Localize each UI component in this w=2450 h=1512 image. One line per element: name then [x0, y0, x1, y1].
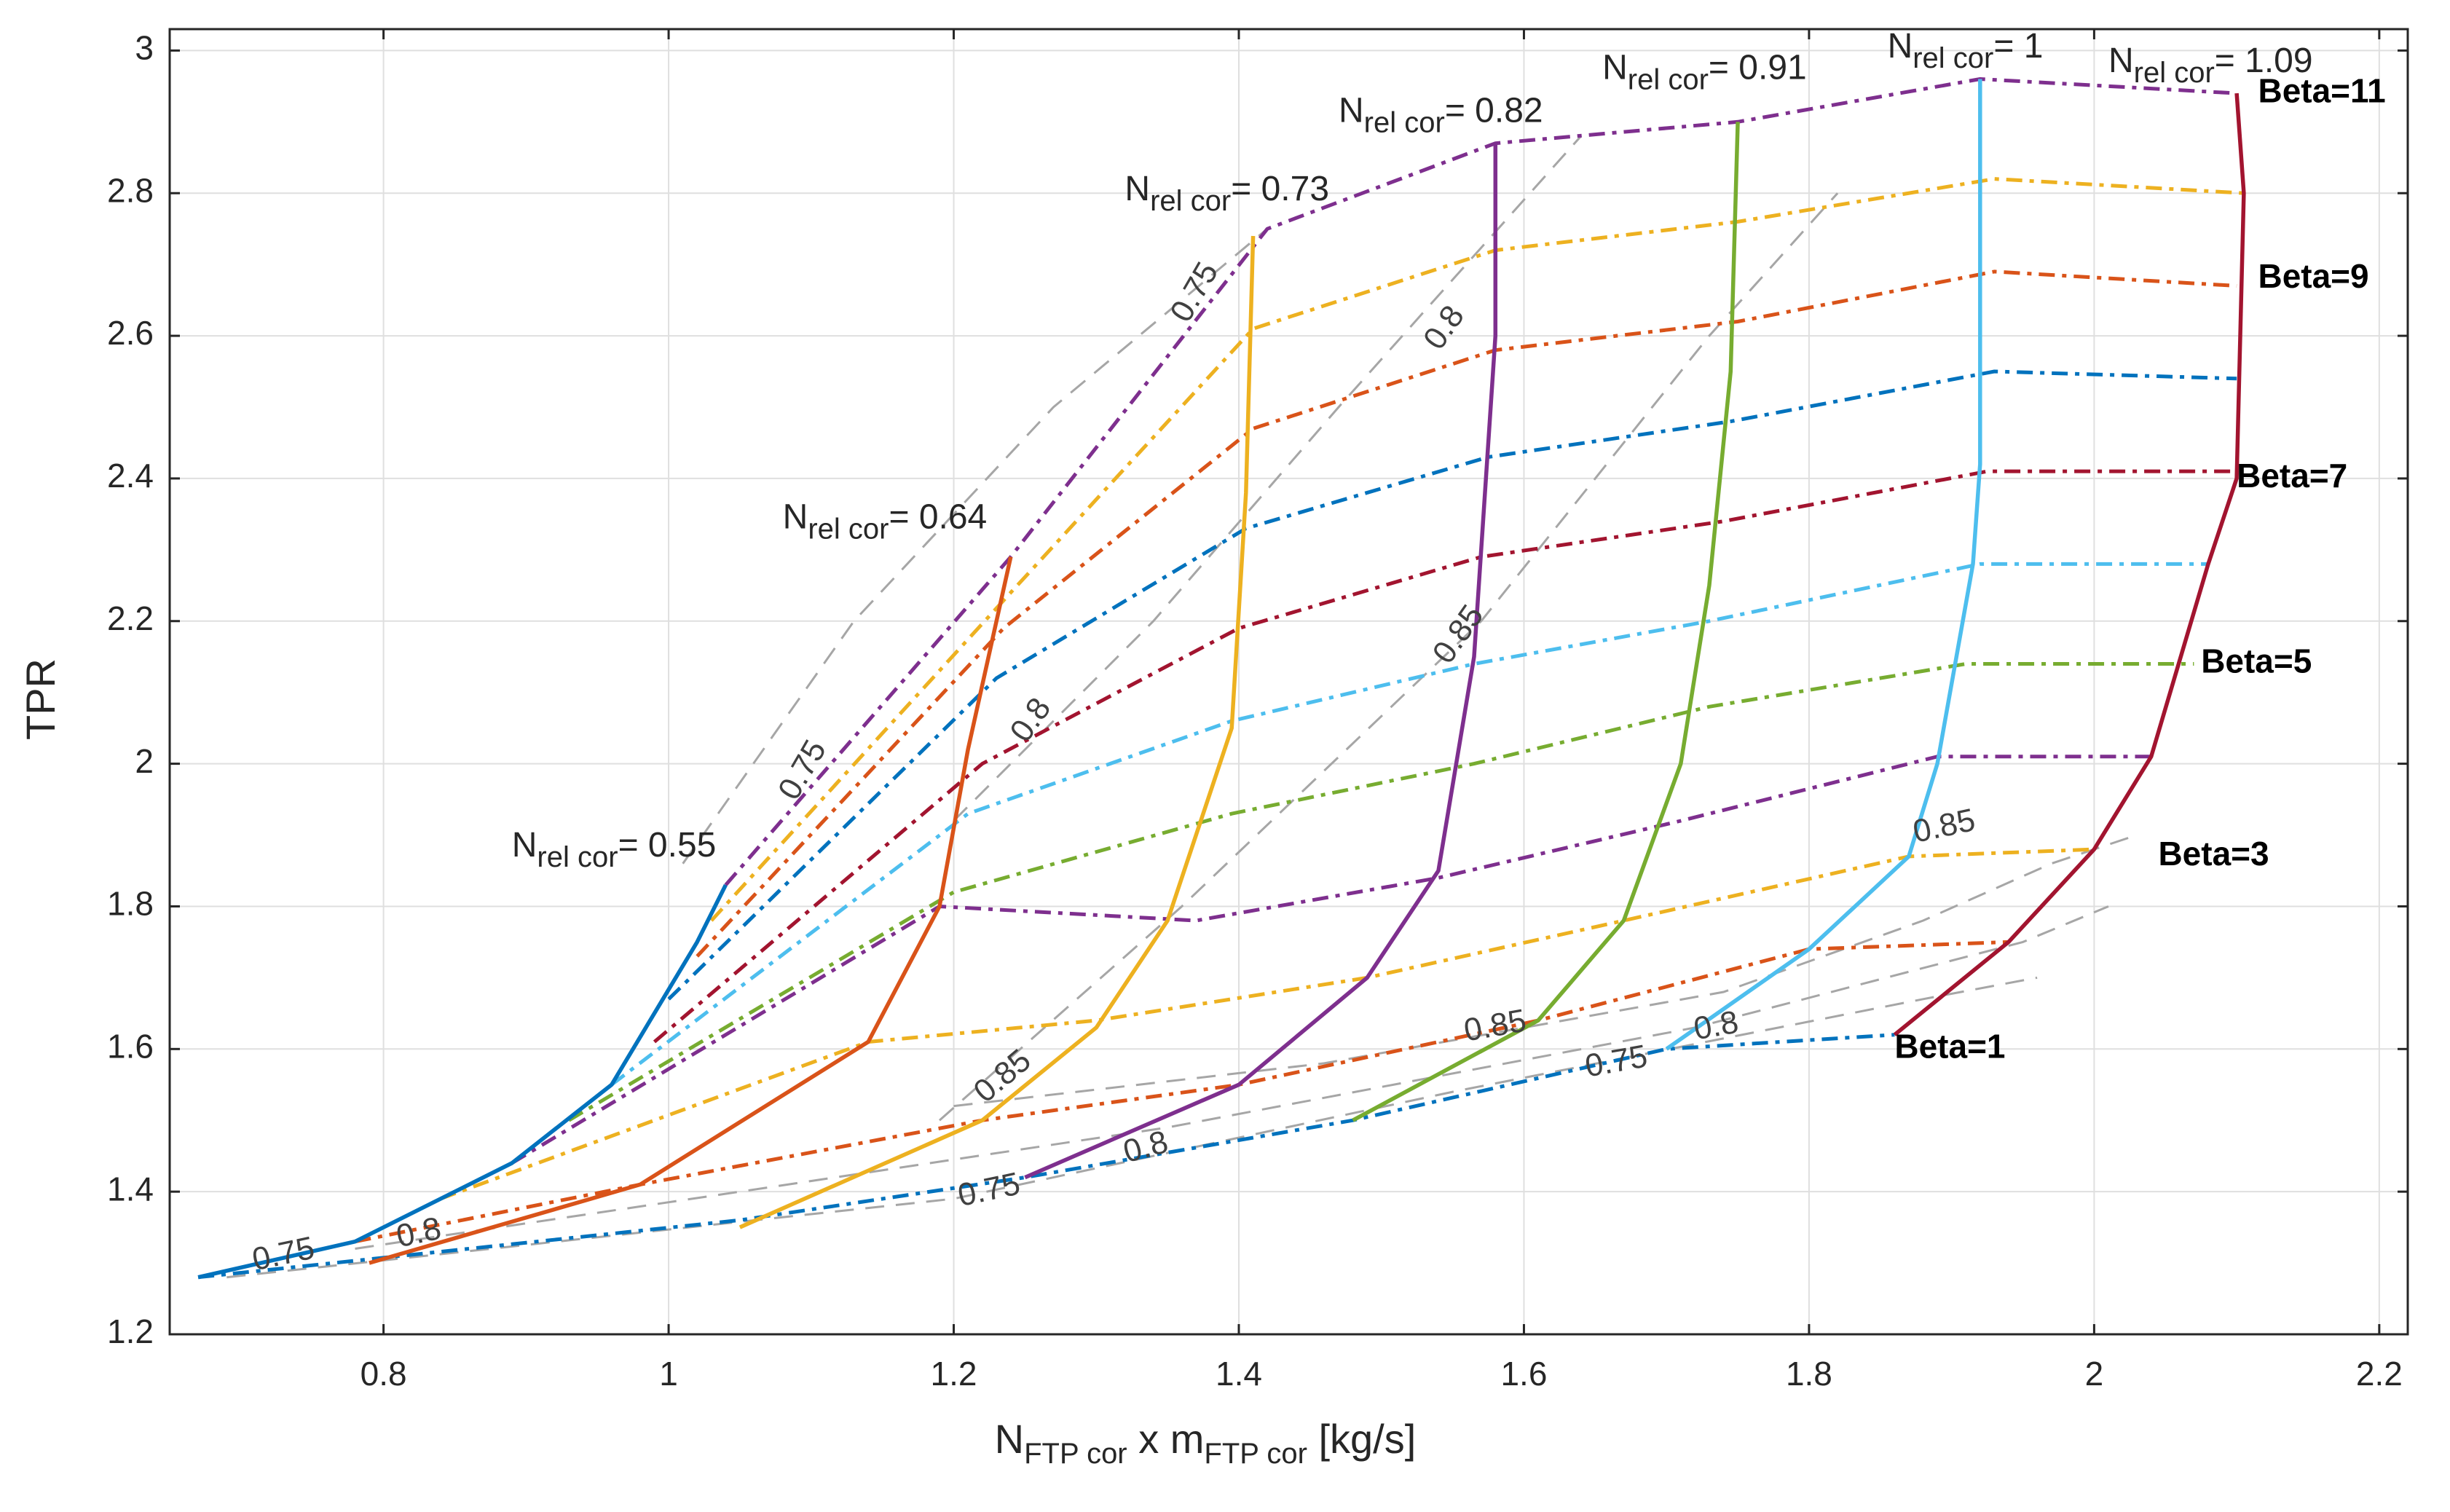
x-tick-label: 2.2	[2356, 1355, 2403, 1393]
speed-label: Nrel cor= 0.73	[1124, 170, 1329, 217]
x-label-sub1: FTP cor	[1024, 1438, 1127, 1470]
speed-label: Nrel cor= 0.82	[1339, 91, 1543, 138]
beta-line	[653, 469, 2237, 1044]
speed-label-n: N	[783, 497, 808, 536]
y-tick-label: 3	[135, 29, 154, 67]
efficiency-contour	[355, 905, 2109, 1250]
x-axis-label: NFTP cor x mFTP cor [kg/s]	[995, 1416, 1417, 1470]
speed-label-n: N	[512, 826, 537, 865]
speed-label-value: = 0.82	[1445, 91, 1543, 130]
y-tick-label: 2.4	[107, 457, 154, 495]
speed-label: Nrel cor= 0.91	[1602, 49, 1807, 96]
speed-label-sub: rel cor	[1913, 42, 1993, 74]
speed-label: Nrel cor= 0.55	[512, 826, 717, 873]
plot-frame	[168, 28, 2409, 1336]
y-tick-label: 2.8	[107, 171, 154, 209]
speed-label-sub: rel cor	[808, 513, 889, 545]
speed-label-n: N	[1124, 170, 1150, 208]
x-tick-label: 1.6	[1500, 1355, 1547, 1393]
beta-label: Beta=5	[2201, 642, 2312, 680]
y-tick-label: 1.4	[107, 1170, 154, 1208]
speed-label-sub: rel cor	[1628, 64, 1709, 96]
speed-label-sub: rel cor	[537, 841, 618, 873]
x-label-units: [kg/s]	[1307, 1416, 1416, 1462]
speed-line	[1665, 79, 1982, 1051]
x-tick-label: 2	[2085, 1355, 2104, 1393]
speed-label-sub: rel cor	[2134, 57, 2215, 89]
beta-label: Beta=7	[2237, 457, 2347, 495]
speed-label-n: N	[1602, 49, 1628, 87]
speed-label-value: = 0.73	[1231, 170, 1329, 208]
beta-line	[567, 662, 2194, 1122]
y-tick-label: 1.2	[107, 1312, 154, 1350]
y-axis-label: TPR	[17, 658, 63, 740]
efficiency-contour	[953, 834, 2138, 1108]
y-tick-label: 1.8	[107, 885, 154, 923]
speed-line	[369, 556, 1013, 1265]
efficiency-contour	[939, 192, 1839, 1122]
efficiency-contour	[227, 976, 2038, 1279]
speed-lines	[197, 79, 2246, 1280]
efficiency-contour	[682, 228, 1269, 865]
x-label-n: N	[995, 1416, 1024, 1462]
speed-label-n: N	[2108, 42, 2134, 80]
beta-label: Beta=9	[2258, 257, 2368, 295]
speed-line	[1024, 143, 1498, 1180]
y-tick-label: 1.6	[107, 1027, 154, 1065]
beta-label: Beta=11	[2258, 71, 2385, 109]
speed-line	[1352, 122, 1740, 1122]
speed-label: Nrel cor= 1	[1888, 27, 2044, 74]
contour-label: 0.8	[1691, 1004, 1741, 1047]
grid-lines	[170, 29, 2408, 1335]
speed-label-value: = 0.91	[1709, 49, 1807, 87]
efficiency-contour	[953, 135, 1582, 822]
x-tick-label: 1.2	[931, 1355, 977, 1393]
speed-label-value: = 1.09	[2215, 42, 2313, 80]
x-label-m: x m	[1127, 1416, 1205, 1462]
x-tick-label: 1.8	[1786, 1355, 1832, 1393]
y-tick-label: 2.2	[107, 599, 154, 637]
speed-label-sub: rel cor	[1150, 185, 1231, 217]
beta-label: Beta=3	[2158, 835, 2269, 873]
speed-line	[197, 883, 728, 1280]
speed-label-value: = 0.64	[889, 497, 987, 536]
beta-line	[610, 562, 2208, 1087]
speed-label-value: = 0.55	[618, 826, 717, 865]
speed-label-sub: rel cor	[1364, 106, 1445, 138]
speed-line	[738, 235, 1256, 1229]
beta-labels: Beta=1 Beta=3 Beta=5 Beta=7 Beta=9 Beta=11	[1894, 71, 2385, 1065]
beta-label: Beta=1	[1894, 1027, 2005, 1065]
speed-label: Nrel cor= 1.09	[2108, 42, 2313, 89]
speed-line	[1893, 92, 2246, 1036]
x-label-sub2: FTP cor	[1204, 1438, 1307, 1470]
speed-label-value: = 1	[1993, 27, 2043, 66]
y-tick-label: 2.6	[107, 314, 154, 352]
x-tick-label: 1.4	[1216, 1355, 1262, 1393]
axes: 0.8 1 1.2 1.4 1.6 1.8 2 2.2 1.2 1.4 1.6 1.8 2 2.2 2.4 2…	[107, 28, 2409, 1393]
y-tick-label: 2	[135, 742, 154, 780]
speed-label-n: N	[1339, 91, 1364, 130]
speed-label: Nrel cor= 0.64	[783, 497, 988, 545]
x-tick-label: 0.8	[361, 1355, 407, 1393]
speed-label-n: N	[1888, 27, 1913, 66]
x-tick-label: 1	[659, 1355, 678, 1393]
efficiency-contours	[227, 135, 2138, 1279]
